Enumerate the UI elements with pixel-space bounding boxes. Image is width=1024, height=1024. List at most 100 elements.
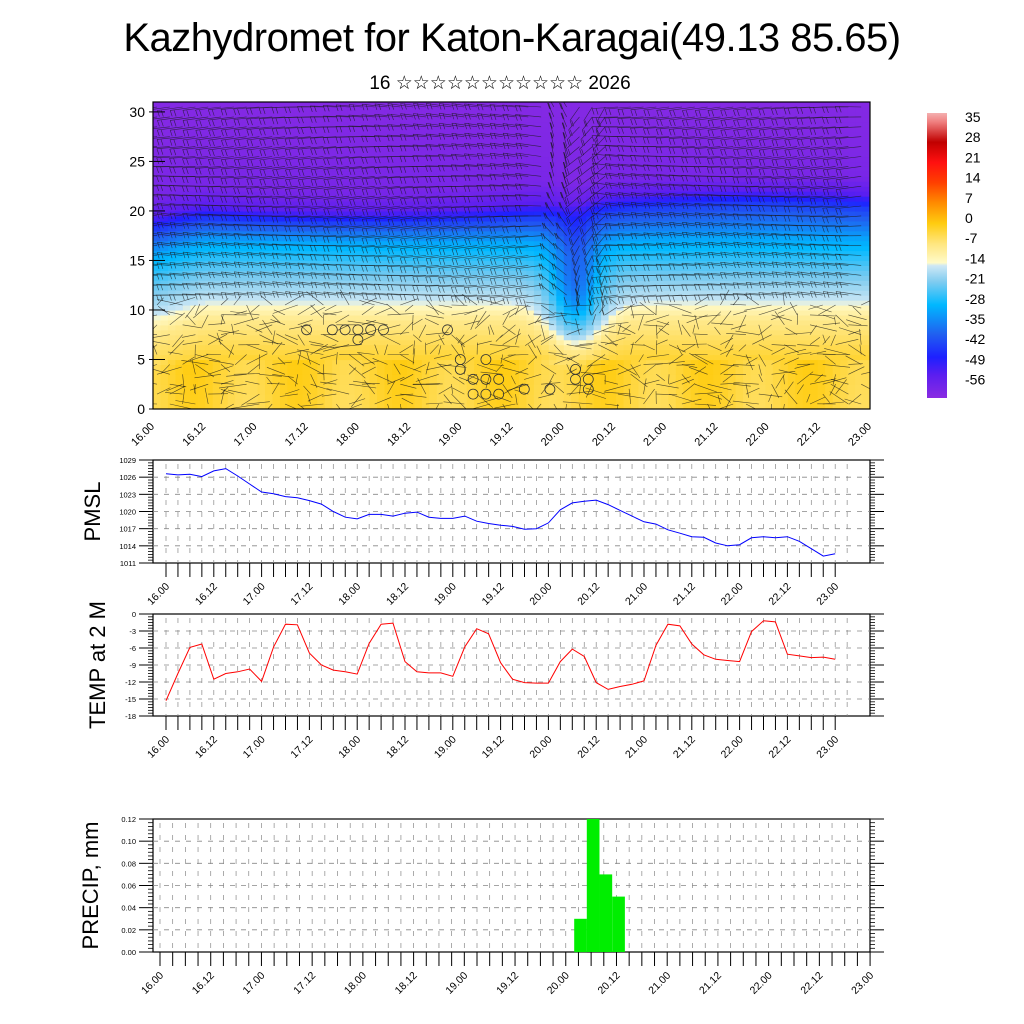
contour-cell (167, 186, 177, 192)
contour-cell (182, 324, 191, 331)
contour-cell (698, 404, 707, 409)
contour-cell (287, 235, 296, 242)
contour-cell (571, 354, 580, 361)
contour-cell (623, 384, 632, 390)
contour-cell (735, 171, 744, 177)
contour-cell (436, 305, 445, 311)
contour-cell (392, 300, 401, 306)
contour-cell (436, 205, 445, 212)
contour-cell (257, 151, 266, 158)
contour-cell (257, 171, 266, 177)
contour-cell (451, 240, 460, 247)
contour-cell (392, 314, 401, 321)
contour-cell (369, 305, 378, 311)
contour-cell (526, 250, 535, 257)
contour-cell (332, 215, 341, 222)
contour-cell (459, 309, 468, 316)
contour-cell (242, 349, 251, 356)
contour-cell (451, 404, 460, 409)
contour-cell (332, 166, 341, 172)
contour-cell (399, 290, 408, 296)
contour-cell (601, 156, 610, 163)
contour-cell (369, 225, 378, 232)
contour-cell (713, 255, 722, 262)
contour-cell (339, 379, 348, 385)
contour-cell (698, 151, 707, 158)
contour-cell (518, 389, 528, 395)
contour-cell (212, 359, 221, 366)
contour-cell (571, 181, 580, 187)
contour-cell (750, 245, 759, 252)
contour-cell (399, 295, 408, 301)
contour-cell (705, 379, 714, 385)
contour-cell (578, 349, 587, 356)
contour-cell (153, 290, 162, 296)
contour-cell (690, 275, 699, 281)
contour-cell (713, 151, 722, 158)
contour-cell (705, 364, 714, 370)
contour-cell (332, 161, 341, 167)
contour-cell (474, 290, 483, 296)
contour-cell (399, 379, 408, 385)
contour-cell (713, 319, 722, 326)
contour-cell (377, 186, 386, 192)
contour-cell (369, 300, 378, 306)
contour-cell (339, 136, 348, 143)
contour-cell (250, 201, 259, 207)
contour-cell (272, 374, 281, 380)
contour-cell (616, 260, 625, 266)
contour-cell (548, 205, 557, 212)
contour-cell (421, 191, 430, 197)
contour-cell (496, 275, 505, 281)
contour-cell (317, 181, 326, 187)
contour-cell (167, 389, 177, 395)
contour-cell (272, 161, 281, 167)
contour-cell (160, 255, 169, 262)
contour-cell (623, 121, 632, 128)
contour-cell (279, 265, 289, 271)
contour-cell (571, 225, 580, 232)
contour-cell (660, 240, 669, 247)
contour-cell (220, 260, 229, 266)
contour-cell (653, 240, 662, 247)
contour-cell (705, 384, 714, 390)
contour-cell (518, 136, 528, 143)
contour-cell (526, 265, 535, 271)
contour-cell (593, 196, 602, 202)
contour-cell (294, 111, 303, 118)
contour-cell (317, 136, 326, 143)
contour-cell (541, 300, 550, 306)
contour-cell (354, 171, 363, 177)
contour-cell (205, 255, 214, 262)
contour-cell (324, 404, 333, 409)
contour-cell (593, 374, 602, 380)
contour-cell (608, 156, 617, 163)
contour-cell (653, 399, 662, 405)
contour-cell (623, 265, 632, 271)
contour-cell (212, 205, 221, 212)
contour-cell (675, 270, 684, 276)
contour-cell (735, 265, 744, 271)
contour-cell (578, 225, 587, 232)
contour-cell (429, 136, 438, 143)
contour-cell (563, 295, 572, 301)
contour-cell (645, 260, 655, 266)
contour-cell (571, 349, 580, 356)
contour-cell (220, 399, 229, 405)
contour-cell (377, 309, 386, 316)
contour-cell (294, 394, 303, 400)
contour-cell (533, 389, 542, 395)
contour-cell (436, 126, 445, 133)
contour-cell (616, 404, 625, 409)
contour-cell (504, 156, 513, 163)
contour-cell (556, 166, 565, 172)
contour-cell (287, 146, 296, 153)
contour-cell (406, 106, 416, 113)
contour-cell (235, 181, 244, 187)
contour-cell (623, 334, 632, 341)
contour-cell (586, 369, 595, 375)
contour-cell (668, 235, 677, 242)
contour-cell (392, 369, 401, 375)
contour-cell (533, 319, 542, 326)
contour-cell (451, 156, 460, 163)
